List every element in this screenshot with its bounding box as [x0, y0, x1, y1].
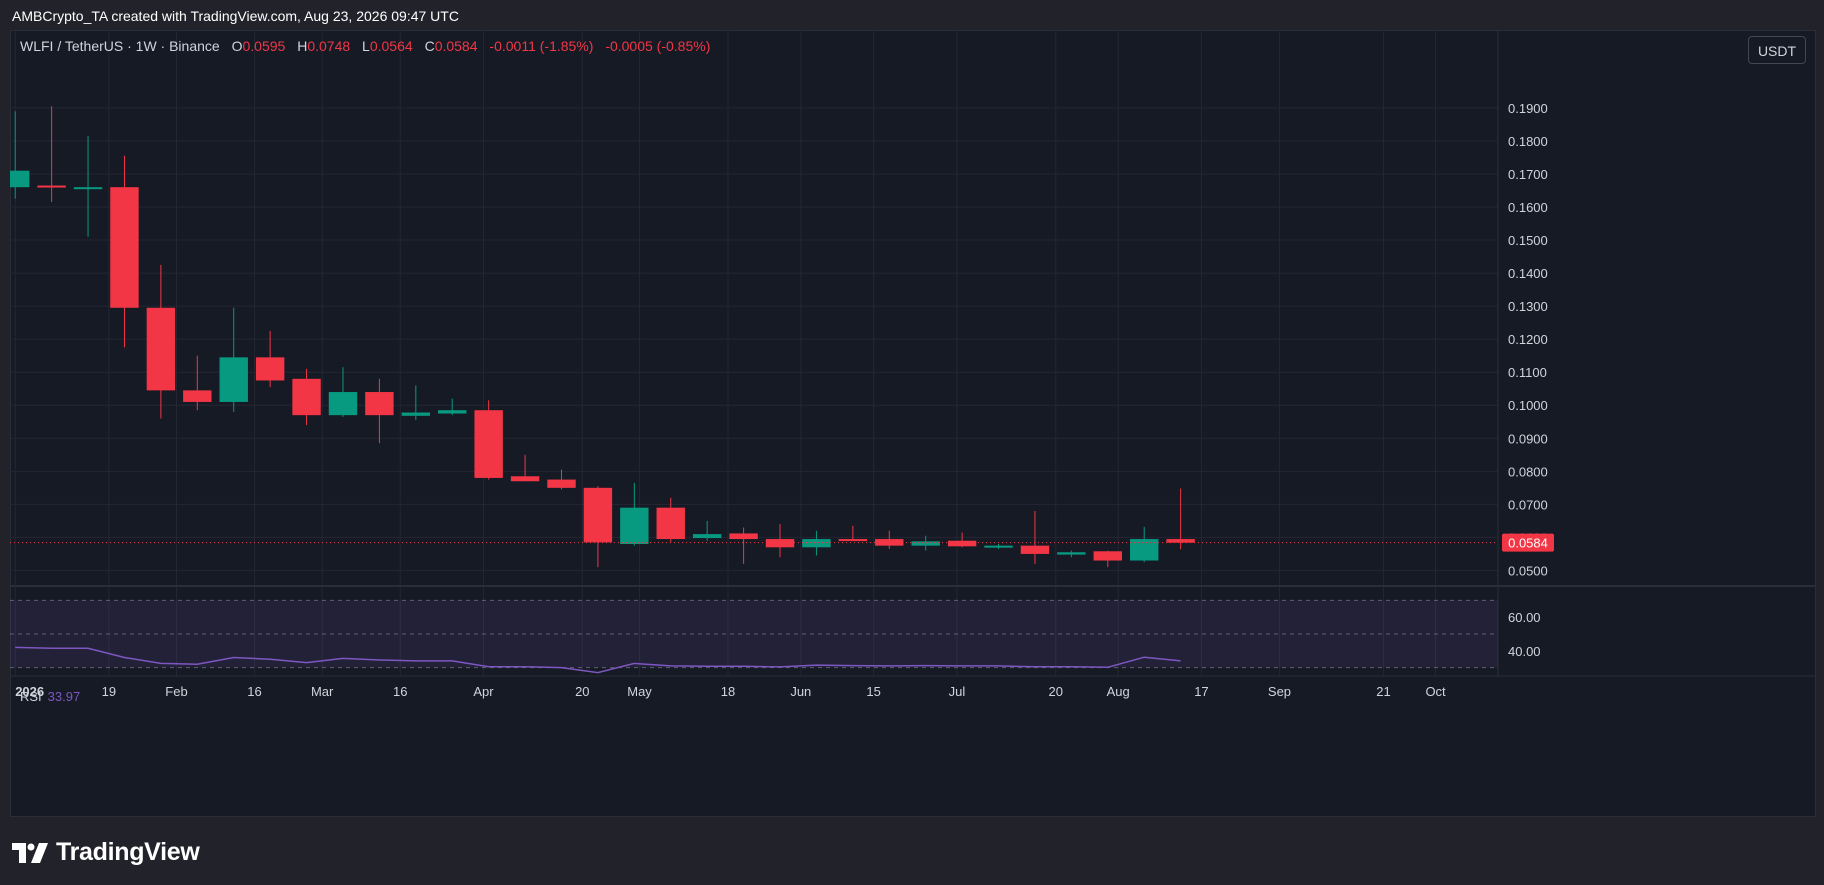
candle-body	[183, 390, 212, 402]
high-label: H	[297, 38, 308, 54]
time-tick-label: Oct	[1425, 684, 1446, 699]
time-tick-label: Feb	[165, 684, 187, 699]
time-tick-label: Mar	[311, 684, 334, 699]
time-tick-label: May	[627, 684, 652, 699]
candle-body	[146, 307, 176, 391]
time-tick-label: 17	[1194, 684, 1208, 699]
price-tick-label: 0.1900	[1508, 101, 1548, 116]
time-tick-label: 16	[393, 684, 407, 699]
symbol-legend: WLFI / TetherUS · 1W · Binance O0.0595 H…	[20, 38, 710, 54]
chart-frame[interactable]	[10, 30, 1816, 817]
time-tick-label: 20	[575, 684, 589, 699]
candle-body	[292, 378, 321, 416]
time-tick-label: 21	[1376, 684, 1390, 699]
low-label: L	[362, 38, 370, 54]
tradingview-logo-text: TradingView	[56, 838, 200, 866]
candle-body	[474, 410, 503, 478]
last-price-label: 0.0584	[1508, 536, 1548, 551]
candle-body	[1166, 539, 1195, 543]
candle-body	[365, 392, 394, 416]
candle-body	[110, 187, 139, 308]
candle-body	[255, 357, 285, 381]
time-tick-label: Apr	[473, 684, 494, 699]
candle-body	[1057, 552, 1086, 555]
candle-body	[802, 539, 831, 548]
price-tick-label: 0.1600	[1508, 200, 1548, 215]
tradingview-logo[interactable]: TradingView	[12, 838, 200, 867]
time-axis: 2026 19 Feb 16 Mar 16 Apr 20 May 18 Jun 15 Jul 20 Aug 1…	[15, 684, 1446, 699]
candle-body	[875, 539, 904, 546]
change-value: -0.0011 (-1.85%)	[489, 38, 594, 54]
candle-body	[1093, 551, 1122, 561]
open-label: O	[231, 38, 243, 54]
time-tick-label: Aug	[1107, 684, 1130, 699]
change-value-secondary: -0.0005 (-0.85%)	[605, 38, 711, 54]
price-tick-label: 0.1800	[1508, 134, 1548, 149]
candle-body	[219, 357, 248, 402]
price-tick-label: 0.1400	[1508, 266, 1548, 281]
candle-body	[692, 534, 722, 539]
last-price-badge	[1502, 533, 1554, 552]
candle-body	[620, 507, 649, 545]
price-tick-label: 0.1200	[1508, 332, 1548, 347]
price-axis: 0.05000.06000.07000.08000.09000.10000.11…	[1502, 101, 1554, 578]
time-tick-label: 16	[247, 684, 261, 699]
candle-body	[73, 187, 103, 190]
candle-body	[911, 541, 940, 546]
currency-button[interactable]: USDT	[1748, 36, 1806, 64]
candle-body	[838, 539, 868, 542]
high-value: 0.0748	[307, 38, 351, 54]
candles	[10, 106, 1498, 568]
price-tick-label: 0.1100	[1508, 365, 1547, 380]
candle-body	[438, 410, 467, 414]
symbol-title: WLFI / TetherUS · 1W · Binance	[20, 38, 220, 54]
candle-body	[10, 170, 30, 188]
price-tick-label: 0.0900	[1508, 431, 1548, 446]
time-tick-label: 15	[866, 684, 880, 699]
time-tick-label: 2026	[15, 684, 44, 699]
close-label: C	[424, 38, 435, 54]
time-tick-label: 18	[721, 684, 735, 699]
rsi-value: 33.97	[47, 689, 81, 704]
candle-body	[547, 479, 576, 488]
price-tick-label: 0.0700	[1508, 497, 1548, 512]
price-tick-label: 0.1500	[1508, 233, 1548, 248]
attribution-bar: AMBCrypto_TA created with TradingView.co…	[0, 0, 1824, 30]
time-tick-label: Jul	[949, 684, 966, 699]
attribution-caption: AMBCrypto_TA created with TradingView.co…	[12, 8, 459, 24]
candle-body	[1020, 545, 1050, 554]
price-tick-label: 0.1700	[1508, 167, 1548, 182]
candle-body	[328, 392, 358, 416]
candle-body	[1130, 539, 1159, 561]
grid-lines	[10, 30, 1816, 677]
time-tick-label: 20	[1049, 684, 1063, 699]
candle-body	[510, 476, 540, 482]
candle-body	[583, 487, 613, 543]
candle-body	[984, 545, 1013, 548]
rsi-panel: 40.00 60.00	[10, 599, 1541, 674]
open-value: 0.0595	[242, 38, 286, 54]
close-value: 0.0584	[434, 38, 478, 54]
rsi-line	[15, 646, 1181, 674]
time-tick-label: Sep	[1268, 684, 1291, 699]
rsi-label: RSI	[20, 689, 42, 704]
price-tick-label: 0.0800	[1508, 464, 1548, 479]
candle-body	[401, 412, 431, 416]
price-tick-label: 0.1300	[1508, 299, 1548, 314]
rsi-tick-label: 40.00	[1508, 644, 1541, 659]
time-tick-label: Jun	[790, 684, 811, 699]
candle-body	[729, 533, 758, 540]
candle-body	[656, 507, 685, 540]
price-tick-label: 0.1000	[1508, 398, 1548, 413]
candle-body	[37, 185, 66, 188]
rsi-tick-label: 60.00	[1508, 610, 1541, 625]
candle-body	[947, 540, 977, 547]
low-value: 0.0564	[369, 38, 413, 54]
price-tick-label: 0.0500	[1508, 563, 1548, 578]
price-chart-canvas[interactable]: 0.05000.06000.07000.08000.09000.10000.11…	[10, 30, 1816, 817]
time-tick-label: 19	[102, 684, 116, 699]
candle-body	[765, 539, 795, 548]
rsi-legend: RSI 33.97	[20, 689, 80, 704]
tradingview-logo-icon	[12, 842, 48, 863]
